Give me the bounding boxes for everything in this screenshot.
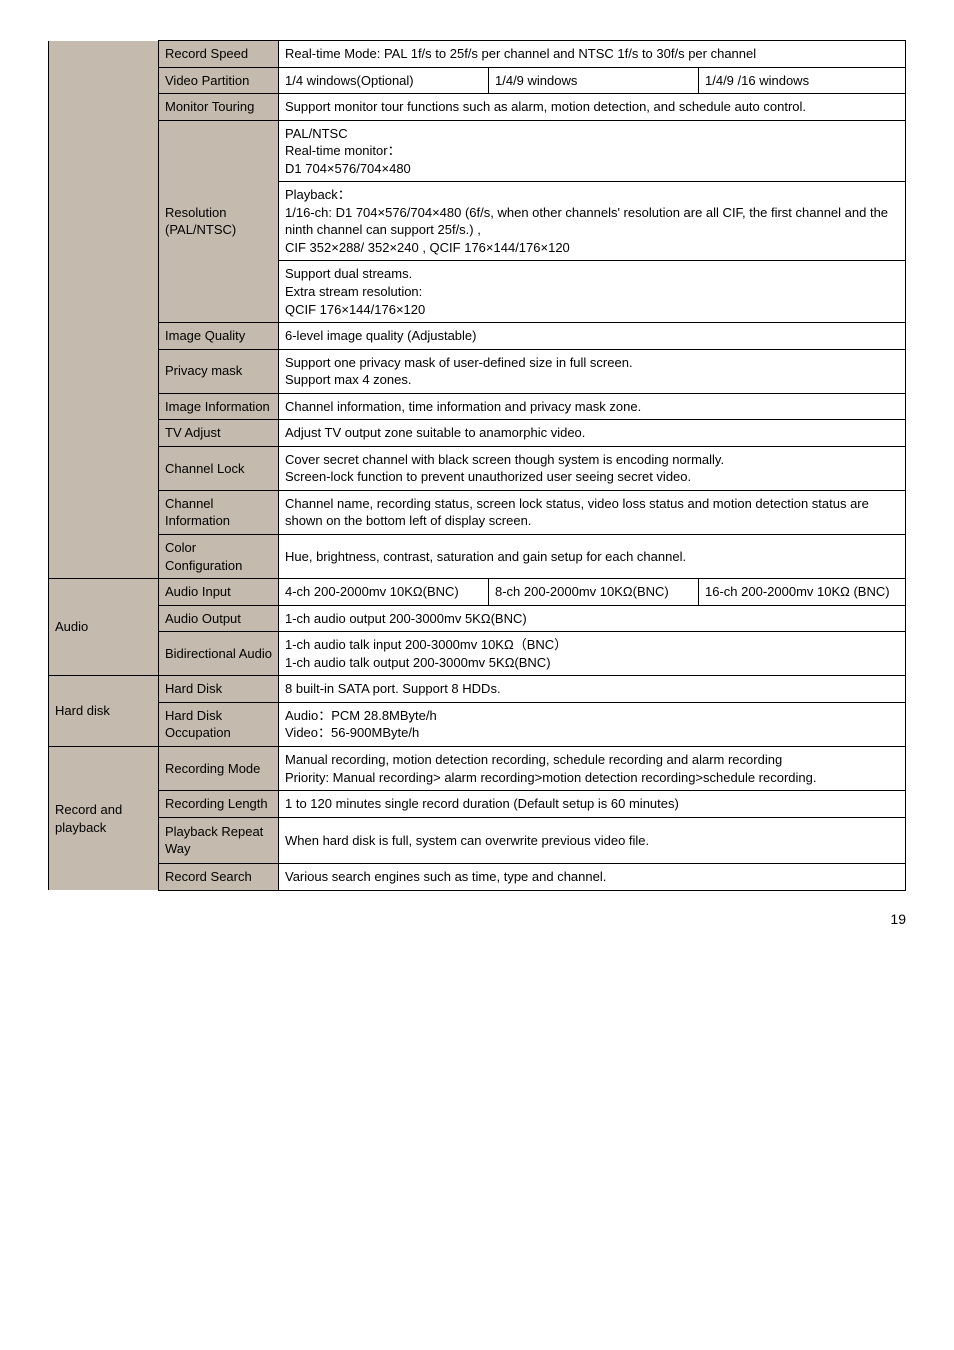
sub-cell: Video Partition — [159, 67, 279, 94]
sub-cell: Channel Lock — [159, 446, 279, 490]
value-cell: 1 to 120 minutes single record duration … — [279, 791, 906, 818]
value-cell: Support monitor tour functions such as a… — [279, 94, 906, 121]
value-cell: PAL/NTSC Real-time monitor： D1 704×576/7… — [279, 120, 906, 182]
table-row: Video Partition 1/4 windows(Optional) 1/… — [49, 67, 906, 94]
category-cell: Record and playback — [49, 746, 159, 890]
sub-cell: Color Configuration — [159, 535, 279, 579]
table-row: TV Adjust Adjust TV output zone suitable… — [49, 420, 906, 447]
value-cell: Cover secret channel with black screen t… — [279, 446, 906, 490]
sub-cell: Recording Mode — [159, 746, 279, 790]
category-cell — [49, 41, 159, 579]
table-row: Record Search Various search engines suc… — [49, 864, 906, 891]
table-row: Channel Lock Cover secret channel with b… — [49, 446, 906, 490]
value-cell: Real-time Mode: PAL 1f/s to 25f/s per ch… — [279, 41, 906, 68]
sub-cell: Recording Length — [159, 791, 279, 818]
value-cell: 6-level image quality (Adjustable) — [279, 323, 906, 350]
value-line: Video：56-900MByte/h — [285, 724, 899, 742]
sub-cell: Playback Repeat Way — [159, 817, 279, 864]
sub-cell: Resolution (PAL/NTSC) — [159, 120, 279, 322]
page-number: 19 — [48, 911, 906, 927]
table-row: Resolution (PAL/NTSC) PAL/NTSC Real-time… — [49, 120, 906, 182]
value-line: Audio：PCM 28.8MByte/h — [285, 707, 899, 725]
value-cell: When hard disk is full, system can overw… — [279, 817, 906, 864]
sub-cell: Hard Disk — [159, 676, 279, 703]
table-row: Playback Repeat Way When hard disk is fu… — [49, 817, 906, 864]
value-cell: 8 built-in SATA port. Support 8 HDDs. — [279, 676, 906, 703]
table-row: Recording Length 1 to 120 minutes single… — [49, 791, 906, 818]
value-cell: 1/4/9 /16 windows — [699, 67, 906, 94]
value-cell: 4-ch 200-2000mv 10KΩ(BNC) — [279, 579, 489, 606]
table-row: Bidirectional Audio 1-ch audio talk inpu… — [49, 632, 906, 676]
sub-cell: Image Information — [159, 393, 279, 420]
value-line: 1-ch audio talk input 200-3000mv 10KΩ（BN… — [285, 636, 899, 654]
table-row: Hard disk Hard Disk 8 built-in SATA port… — [49, 676, 906, 703]
category-cell: Hard disk — [49, 676, 159, 747]
sub-cell: Monitor Touring — [159, 94, 279, 121]
table-row: Image Information Channel information, t… — [49, 393, 906, 420]
sub-cell: Record Speed — [159, 41, 279, 68]
table-row: Image Quality 6-level image quality (Adj… — [49, 323, 906, 350]
table-row: Color Configuration Hue, brightness, con… — [49, 535, 906, 579]
sub-cell: Audio Input — [159, 579, 279, 606]
category-cell: Audio — [49, 579, 159, 676]
value-cell: Audio：PCM 28.8MByte/h Video：56-900MByte/… — [279, 702, 906, 746]
table-row: Record Speed Real-time Mode: PAL 1f/s to… — [49, 41, 906, 68]
value-cell: 1/4/9 windows — [489, 67, 699, 94]
table-row: Audio Output 1-ch audio output 200-3000m… — [49, 605, 906, 632]
sub-cell: Record Search — [159, 864, 279, 891]
value-cell: 1-ch audio talk input 200-3000mv 10KΩ（BN… — [279, 632, 906, 676]
value-cell: 1-ch audio output 200-3000mv 5KΩ(BNC) — [279, 605, 906, 632]
value-cell: Channel information, time information an… — [279, 393, 906, 420]
sub-cell: Hard Disk Occupation — [159, 702, 279, 746]
table-row: Channel Information Channel name, record… — [49, 490, 906, 534]
value-cell: Support dual streams. Extra stream resol… — [279, 261, 906, 323]
value-cell: Playback： 1/16-ch: D1 704×576/704×480 (6… — [279, 182, 906, 261]
sub-cell: Channel Information — [159, 490, 279, 534]
value-cell: Various search engines such as time, typ… — [279, 864, 906, 891]
table-row: Hard Disk Occupation Audio：PCM 28.8MByte… — [49, 702, 906, 746]
table-row: Audio Audio Input 4-ch 200-2000mv 10KΩ(B… — [49, 579, 906, 606]
sub-cell: Bidirectional Audio — [159, 632, 279, 676]
spec-table: Record Speed Real-time Mode: PAL 1f/s to… — [48, 40, 906, 891]
value-cell: Hue, brightness, contrast, saturation an… — [279, 535, 906, 579]
value-cell: Support one privacy mask of user-defined… — [279, 349, 906, 393]
table-row: Monitor Touring Support monitor tour fun… — [49, 94, 906, 121]
value-cell: 16-ch 200-2000mv 10KΩ (BNC) — [699, 579, 906, 606]
sub-cell: TV Adjust — [159, 420, 279, 447]
value-cell: 8-ch 200-2000mv 10KΩ(BNC) — [489, 579, 699, 606]
table-row: Privacy mask Support one privacy mask of… — [49, 349, 906, 393]
table-row: Record and playback Recording Mode Manua… — [49, 746, 906, 790]
sub-cell: Audio Output — [159, 605, 279, 632]
value-line: 1-ch audio talk output 200-3000mv 5KΩ(BN… — [285, 654, 899, 672]
value-cell: Manual recording, motion detection recor… — [279, 746, 906, 790]
value-cell: 1/4 windows(Optional) — [279, 67, 489, 94]
value-cell: Channel name, recording status, screen l… — [279, 490, 906, 534]
value-cell: Adjust TV output zone suitable to anamor… — [279, 420, 906, 447]
sub-cell: Image Quality — [159, 323, 279, 350]
sub-cell: Privacy mask — [159, 349, 279, 393]
